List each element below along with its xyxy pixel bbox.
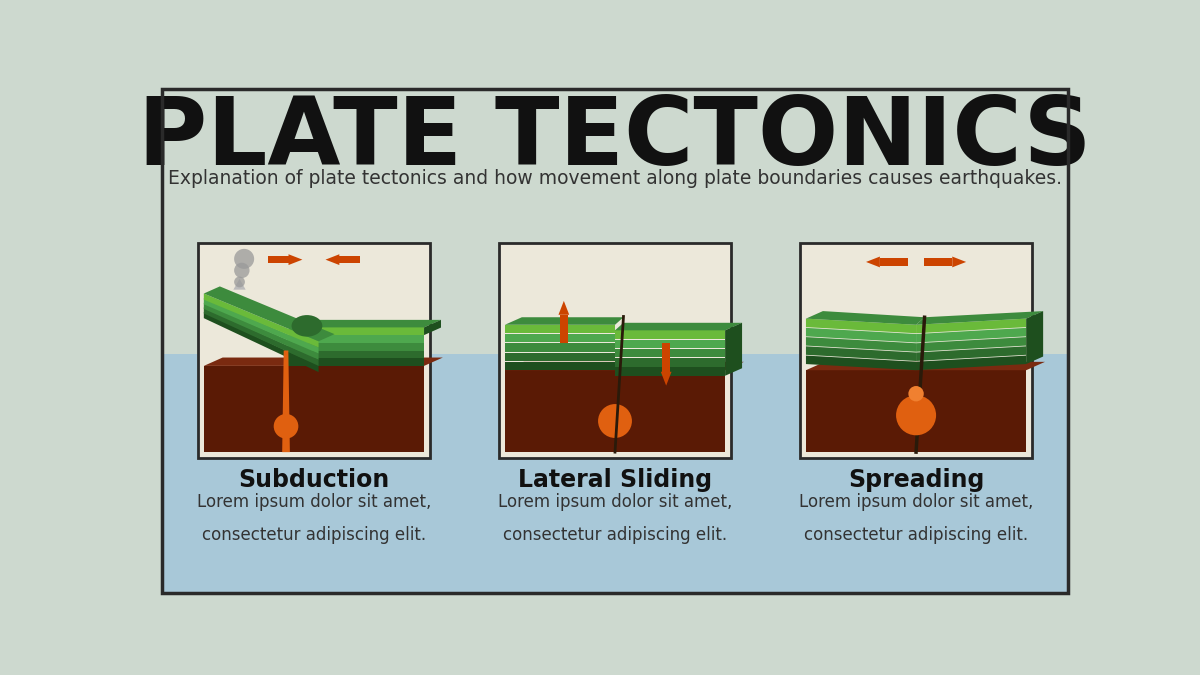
Circle shape (234, 249, 254, 269)
Polygon shape (204, 298, 318, 354)
Polygon shape (616, 349, 725, 357)
Polygon shape (806, 362, 1045, 370)
Polygon shape (866, 256, 880, 267)
Polygon shape (204, 358, 443, 366)
Polygon shape (616, 330, 725, 339)
Circle shape (908, 386, 924, 402)
Polygon shape (204, 307, 318, 366)
Bar (560, 315, 568, 344)
Circle shape (234, 277, 245, 288)
Circle shape (896, 396, 936, 435)
Text: PLATE TECTONICS: PLATE TECTONICS (138, 92, 1092, 185)
Text: Lorem ipsum dolor sit amet,
consectetur adipiscing elit.: Lorem ipsum dolor sit amet, consectetur … (498, 493, 732, 544)
Polygon shape (616, 340, 725, 348)
Polygon shape (505, 362, 744, 370)
Circle shape (598, 404, 632, 438)
Polygon shape (916, 311, 1043, 325)
Polygon shape (806, 346, 916, 361)
Polygon shape (204, 294, 318, 348)
Polygon shape (204, 312, 318, 372)
Polygon shape (288, 254, 302, 265)
Polygon shape (806, 337, 916, 352)
Bar (662, 344, 670, 372)
Polygon shape (916, 346, 1026, 361)
Polygon shape (953, 256, 966, 267)
Polygon shape (661, 372, 672, 385)
Polygon shape (916, 337, 1026, 352)
Bar (880, 258, 908, 266)
Polygon shape (505, 370, 725, 452)
Polygon shape (204, 286, 335, 342)
Polygon shape (505, 344, 616, 352)
Circle shape (234, 263, 250, 278)
Polygon shape (505, 325, 616, 333)
Polygon shape (204, 303, 318, 360)
Text: Subduction: Subduction (239, 468, 390, 492)
Polygon shape (505, 352, 616, 361)
Polygon shape (916, 328, 1026, 342)
Text: Lorem ipsum dolor sit amet,
consectetur adipiscing elit.: Lorem ipsum dolor sit amet, consectetur … (799, 493, 1033, 544)
Polygon shape (288, 343, 424, 350)
Polygon shape (916, 356, 1026, 370)
Polygon shape (282, 350, 290, 452)
Polygon shape (558, 301, 569, 315)
Bar (198, 243, 431, 458)
Polygon shape (289, 320, 440, 327)
Polygon shape (288, 335, 424, 343)
Text: Lorem ipsum dolor sit amet,
consectetur adipiscing elit.: Lorem ipsum dolor sit amet, consectetur … (197, 493, 431, 544)
Circle shape (274, 414, 299, 439)
Polygon shape (806, 356, 916, 370)
Bar (499, 243, 731, 458)
Polygon shape (287, 350, 424, 358)
Ellipse shape (292, 315, 323, 337)
Polygon shape (806, 319, 916, 333)
Polygon shape (616, 367, 725, 376)
Polygon shape (505, 362, 616, 370)
Bar (924, 258, 953, 266)
Bar (268, 256, 288, 263)
Polygon shape (806, 311, 924, 325)
Polygon shape (505, 317, 624, 325)
Polygon shape (616, 358, 725, 367)
Polygon shape (806, 328, 916, 342)
Text: Spreading: Spreading (848, 468, 984, 492)
Polygon shape (725, 323, 742, 376)
Polygon shape (616, 323, 742, 330)
Polygon shape (286, 358, 424, 366)
Text: Explanation of plate tectonics and how movement along plate boundaries causes ea: Explanation of plate tectonics and how m… (168, 169, 1062, 188)
Polygon shape (289, 327, 424, 335)
Bar (340, 256, 360, 263)
Polygon shape (916, 319, 1026, 333)
Polygon shape (424, 320, 440, 335)
Bar (162, 354, 1068, 593)
Polygon shape (505, 334, 616, 342)
Bar (800, 243, 1032, 458)
Polygon shape (204, 366, 424, 452)
Polygon shape (806, 370, 1026, 452)
Polygon shape (325, 254, 340, 265)
Text: Lateral Sliding: Lateral Sliding (518, 468, 712, 492)
Polygon shape (233, 279, 246, 290)
Polygon shape (1026, 311, 1043, 364)
